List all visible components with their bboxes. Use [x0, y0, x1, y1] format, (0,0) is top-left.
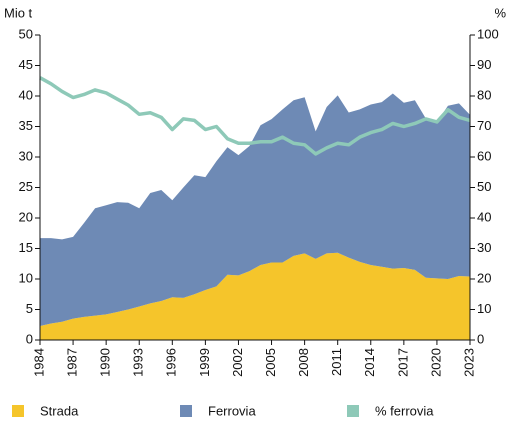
legend-swatch: [12, 405, 24, 417]
x-tick-label: 2011: [329, 348, 344, 376]
x-tick-label: 1993: [131, 348, 146, 377]
y2-tick-label: 10: [477, 301, 491, 316]
y2-tick-label: 70: [477, 118, 491, 133]
area: [40, 93, 470, 326]
y-tick-label: 45: [19, 57, 33, 72]
y2-tick-label: 100: [477, 26, 499, 41]
y2-tick-label: 30: [477, 240, 491, 255]
y-tick-label: 0: [26, 331, 33, 346]
y-tick-label: 5: [26, 301, 33, 316]
y-tick-label: 25: [19, 179, 33, 194]
x-tick-label: 2014: [362, 348, 377, 377]
y-tick-label: 50: [19, 26, 33, 41]
x-tick-label: 2005: [263, 348, 278, 377]
x-tick-label: 2017: [395, 348, 410, 377]
y-tick-label: 10: [19, 270, 33, 285]
x-tick-label: 2023: [461, 348, 476, 377]
y2-tick-label: 20: [477, 270, 491, 285]
y2-tick-label: 0: [477, 331, 484, 346]
y2-axis-label: %: [494, 5, 506, 20]
x-tick-label: 2020: [428, 348, 443, 377]
legend-label: Strada: [40, 403, 79, 418]
y-tick-label: 15: [19, 240, 33, 255]
x-tick-label: 1999: [197, 348, 212, 377]
y-tick-label: 40: [19, 87, 33, 102]
x-tick-label: 2008: [296, 348, 311, 377]
legend-label: % ferrovia: [375, 403, 434, 418]
legend-swatch: [347, 405, 359, 417]
y2-tick-label: 60: [477, 148, 491, 163]
legend-swatch: [180, 405, 192, 417]
y2-tick-label: 90: [477, 57, 491, 72]
y2-tick-label: 40: [477, 209, 491, 224]
x-tick-label: 1990: [98, 348, 113, 377]
y-tick-label: 30: [19, 148, 33, 163]
y2-tick-label: 80: [477, 87, 491, 102]
x-tick-label: 1996: [164, 348, 179, 377]
y-tick-label: 20: [19, 209, 33, 224]
legend-label: Ferrovia: [208, 403, 256, 418]
area: [40, 252, 470, 340]
x-tick-label: 1984: [31, 348, 46, 377]
x-tick-label: 1987: [65, 348, 80, 377]
y2-tick-label: 50: [477, 179, 491, 194]
line: [39, 76, 471, 156]
x-tick-label: 2002: [230, 348, 245, 377]
y-tick-label: 35: [19, 118, 33, 133]
y-axis-label: Mio t: [4, 5, 33, 20]
